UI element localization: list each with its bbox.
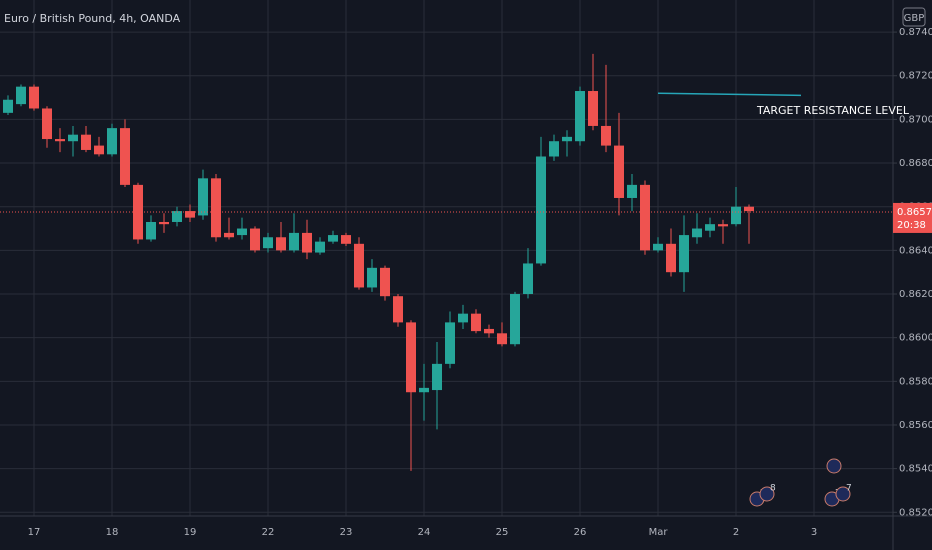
candle-body: [172, 211, 182, 222]
candle-body: [575, 91, 585, 142]
chart-title: Euro / British Pound, 4h, OANDA: [4, 12, 181, 25]
candle-body: [679, 235, 689, 273]
candle-body: [250, 228, 260, 251]
candle-body: [211, 178, 221, 238]
countdown-label: 20:38: [897, 220, 926, 231]
candle-body: [315, 241, 325, 253]
candle-body: [107, 128, 117, 155]
candle-body: [419, 387, 429, 393]
candle-body: [224, 232, 234, 238]
candle-body: [55, 139, 65, 142]
x-tick-label: 23: [340, 527, 353, 538]
candle-body: [159, 221, 169, 225]
candle-body: [393, 296, 403, 323]
x-tick-label: 2: [733, 527, 739, 538]
currency-label: GBP: [904, 13, 925, 24]
currency-box[interactable]: [902, 7, 926, 27]
event-icon: [835, 486, 851, 502]
candle-body: [341, 235, 351, 244]
candle-body: [3, 99, 13, 113]
candle-body: [445, 322, 455, 364]
candle-body: [471, 313, 481, 332]
candle-body: [549, 141, 559, 157]
candle-body: [237, 228, 247, 236]
candle-body: [458, 313, 468, 323]
last-price-label: 0.86576: [897, 207, 932, 218]
candle-body: [510, 294, 520, 345]
candle-body: [328, 235, 338, 242]
x-tick-label: Mar: [649, 527, 669, 538]
event-icon: [826, 458, 842, 474]
candle-body: [263, 237, 273, 249]
x-tick-label: 24: [418, 527, 431, 538]
candle-body: [29, 86, 39, 109]
last-price-tag: [893, 202, 932, 233]
candle-body: [302, 232, 312, 253]
candle-body: [614, 145, 624, 198]
annotation-line: [657, 92, 802, 97]
candle-body: [484, 328, 494, 334]
candle-body: [146, 221, 156, 240]
annotation-text: TARGET RESISTANCE LEVEL: [756, 104, 910, 117]
x-tick-label: 26: [574, 527, 587, 538]
candle-body: [94, 145, 104, 155]
candle-body: [289, 232, 299, 251]
candle-body: [497, 333, 507, 345]
candle-body: [81, 134, 91, 150]
grid: [0, 0, 893, 516]
candle-body: [653, 243, 663, 251]
candle-body: [42, 108, 52, 140]
candle-body: [523, 263, 533, 295]
candle-body: [380, 267, 390, 297]
x-tick-label: 3: [811, 527, 817, 538]
event-icon: [759, 486, 775, 502]
candle-body: [562, 136, 572, 142]
candle-body: [367, 267, 377, 288]
x-tick-label: 19: [184, 527, 197, 538]
x-tick-label: 17: [28, 527, 41, 538]
candle-body: [276, 237, 286, 251]
candle-body: [601, 125, 611, 146]
candle-body: [744, 206, 754, 212]
candle-body: [536, 156, 546, 264]
x-tick-label: 18: [106, 527, 119, 538]
candle-body: [120, 128, 130, 185]
candle-body: [588, 91, 598, 126]
candle-body: [718, 224, 728, 227]
x-tick-label: 25: [496, 527, 509, 538]
event-badge: 8: [770, 484, 776, 494]
candle-body: [354, 243, 364, 288]
candle-body: [198, 178, 208, 216]
candle-body: [432, 363, 442, 391]
candle-body: [406, 322, 416, 393]
candle-body: [185, 211, 195, 218]
candle-body: [16, 86, 26, 105]
candle-body: [705, 224, 715, 231]
candle-body: [666, 243, 676, 273]
candle-body: [692, 228, 702, 238]
candle-body: [731, 206, 741, 225]
candle-body: [68, 134, 78, 142]
event-badge: 7: [846, 484, 852, 494]
x-tick-label: 22: [262, 527, 275, 538]
y-tick-label: 0.87400: [899, 27, 932, 38]
candle-body: [640, 184, 650, 251]
candle-body: [627, 184, 637, 198]
